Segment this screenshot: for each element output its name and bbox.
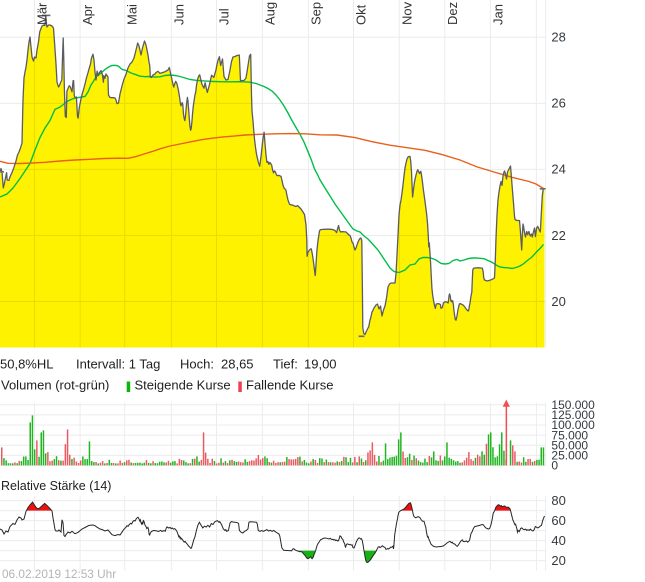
svg-text:Relative Stärke (14): Relative Stärke (14): [1, 479, 111, 493]
svg-text:Nov: Nov: [399, 1, 414, 25]
svg-text:40: 40: [551, 533, 565, 548]
svg-text:80: 80: [551, 493, 565, 508]
svg-text:125.000: 125.000: [551, 408, 595, 422]
svg-text:Volumen (rot-grün): Volumen (rot-grün): [1, 378, 109, 393]
svg-text:Hoch:: Hoch:: [180, 357, 214, 372]
svg-text:20: 20: [551, 294, 565, 309]
svg-text:0: 0: [551, 459, 558, 473]
svg-text:50.000: 50.000: [551, 439, 588, 453]
svg-text:100.000: 100.000: [551, 418, 595, 432]
svg-text:Fallende Kurse: Fallende Kurse: [246, 378, 333, 393]
svg-text:Mai: Mai: [125, 4, 140, 25]
svg-text:Jan: Jan: [490, 4, 505, 25]
svg-text:26: 26: [551, 96, 565, 111]
svg-text:150.000: 150.000: [551, 398, 595, 412]
svg-text:25.000: 25.000: [551, 449, 588, 463]
svg-text:06.02.2019 12:53 Uhr: 06.02.2019 12:53 Uhr: [2, 567, 116, 581]
svg-text:20: 20: [551, 553, 565, 568]
svg-text:24: 24: [551, 162, 565, 177]
svg-text:60: 60: [551, 513, 565, 528]
svg-text:22: 22: [551, 228, 565, 243]
svg-text:Aug: Aug: [262, 2, 277, 25]
svg-text:75.000: 75.000: [551, 428, 588, 442]
svg-text:Intervall: 1 Tag: Intervall: 1 Tag: [76, 357, 160, 372]
svg-text:50,8%HL: 50,8%HL: [0, 357, 53, 372]
svg-text:Mär: Mär: [35, 2, 50, 25]
svg-text:Sep: Sep: [308, 2, 323, 25]
svg-text:28: 28: [551, 30, 565, 45]
svg-text:Okt: Okt: [354, 4, 369, 25]
svg-text:Jun: Jun: [171, 4, 186, 25]
svg-text:Jul: Jul: [217, 8, 232, 25]
svg-text:Apr: Apr: [80, 4, 95, 25]
svg-text:Tief:: Tief:: [273, 357, 298, 372]
svg-text:19,00: 19,00: [304, 357, 337, 372]
svg-text:28,65: 28,65: [221, 357, 254, 372]
svg-text:Steigende Kurse: Steigende Kurse: [135, 378, 231, 393]
svg-text:Dez: Dez: [445, 2, 460, 25]
